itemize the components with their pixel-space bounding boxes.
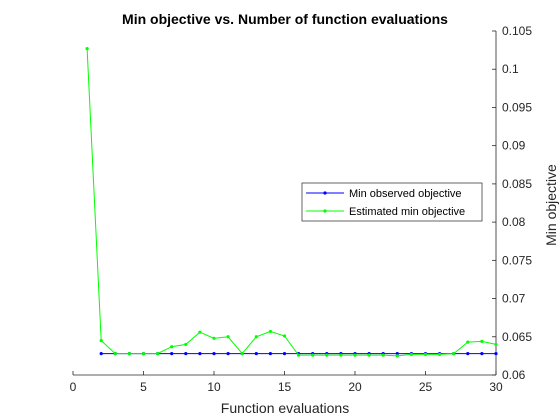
x-tick-label-4: 20 [348,380,362,394]
y-axis-label: Min objective [543,164,559,246]
y-tick-label-2: 0.07 [502,292,526,306]
series-1-point-16 [311,353,315,357]
series-0-point-13 [282,351,287,356]
series-1-point-10 [226,335,230,339]
series-0-point-28 [494,351,498,356]
series-1-point-14 [282,334,287,338]
y-tick-label-6: 0.09 [502,139,526,153]
series-1-point-24 [423,352,428,356]
series-1-point-23 [409,352,413,356]
series-1-point-28 [480,339,484,343]
y-tick-label-5: 0.085 [502,177,532,191]
series-1-point-9 [212,336,216,340]
series-1-point-4 [141,351,146,356]
series-1-point-26 [452,351,456,356]
x-axis: 0 5 10 15 20 25 30 [70,371,503,394]
legend-swatch-marker-1 [323,209,327,213]
x-axis-label: Function evaluations [221,400,349,416]
series-1-point-25 [438,352,442,356]
series-1-point-15 [297,353,301,357]
x-tick-label-3: 15 [278,380,292,394]
y-tick-label-0: 0.06 [502,368,526,382]
x-tick-label-6: 30 [489,380,503,394]
series-1-point-11 [240,351,244,356]
series-1-point-8 [198,330,202,334]
legend-label-0: Min observed objective [349,188,462,200]
y-tick-label-8: 0.1 [502,62,519,76]
series-1-point-7 [184,342,188,347]
x-tick-label-1: 5 [140,380,147,394]
series-1-point-3 [127,351,131,356]
x-tick-label-2: 10 [207,380,221,394]
series-0-point-11 [254,351,258,356]
series-1-point-18 [339,353,343,357]
legend-swatch-marker-0 [323,191,327,195]
y-tick-label-3: 0.075 [502,253,532,267]
chart-title: Min objective vs. Number of function eva… [122,11,448,27]
series-1-point-19 [353,353,357,357]
series-layer [85,46,498,358]
series-0-point-12 [268,351,272,356]
series-1-point-5 [156,351,160,356]
series-1-point-22 [395,354,399,358]
series-1-point-21 [381,353,385,357]
legend: Min observed objective Estimated min obj… [301,182,483,222]
series-0-point-9 [226,351,230,356]
y-tick-label-4: 0.08 [502,215,526,229]
legend-box [301,182,483,222]
series-0-point-27 [480,351,484,356]
legend-label-1: Estimated min objective [349,206,465,218]
x-tick-label-5: 25 [419,380,433,394]
y-tick-label-1: 0.065 [502,330,532,344]
series-1-point-12 [254,335,258,339]
y-tick-label-9: 0.105 [502,24,532,38]
series-1-point-17 [325,353,329,357]
y-tick-label-7: 0.095 [502,100,532,114]
series-1-point-1 [99,339,103,343]
series-0-point-21 [395,351,399,356]
series-1-point-27 [466,340,470,344]
series-1-point-0 [85,46,89,51]
series-1-point-29 [494,342,498,347]
series-0-point-26 [466,351,470,356]
series-0-point-6 [184,351,188,356]
series-0-point-7 [198,351,202,356]
y-axis: 0.060.0650.070.0750.080.0850.090.0950.10… [492,24,532,382]
series-line-1 [86,48,497,357]
series-1-point-6 [170,345,174,349]
series-0-point-0 [99,351,103,356]
series-1-point-20 [367,353,371,357]
series-1-point-13 [268,329,272,334]
series-0-point-5 [170,351,174,356]
x-tick-label-0: 0 [70,380,77,394]
series-1-point-2 [113,351,117,356]
series-0-point-8 [212,351,216,356]
